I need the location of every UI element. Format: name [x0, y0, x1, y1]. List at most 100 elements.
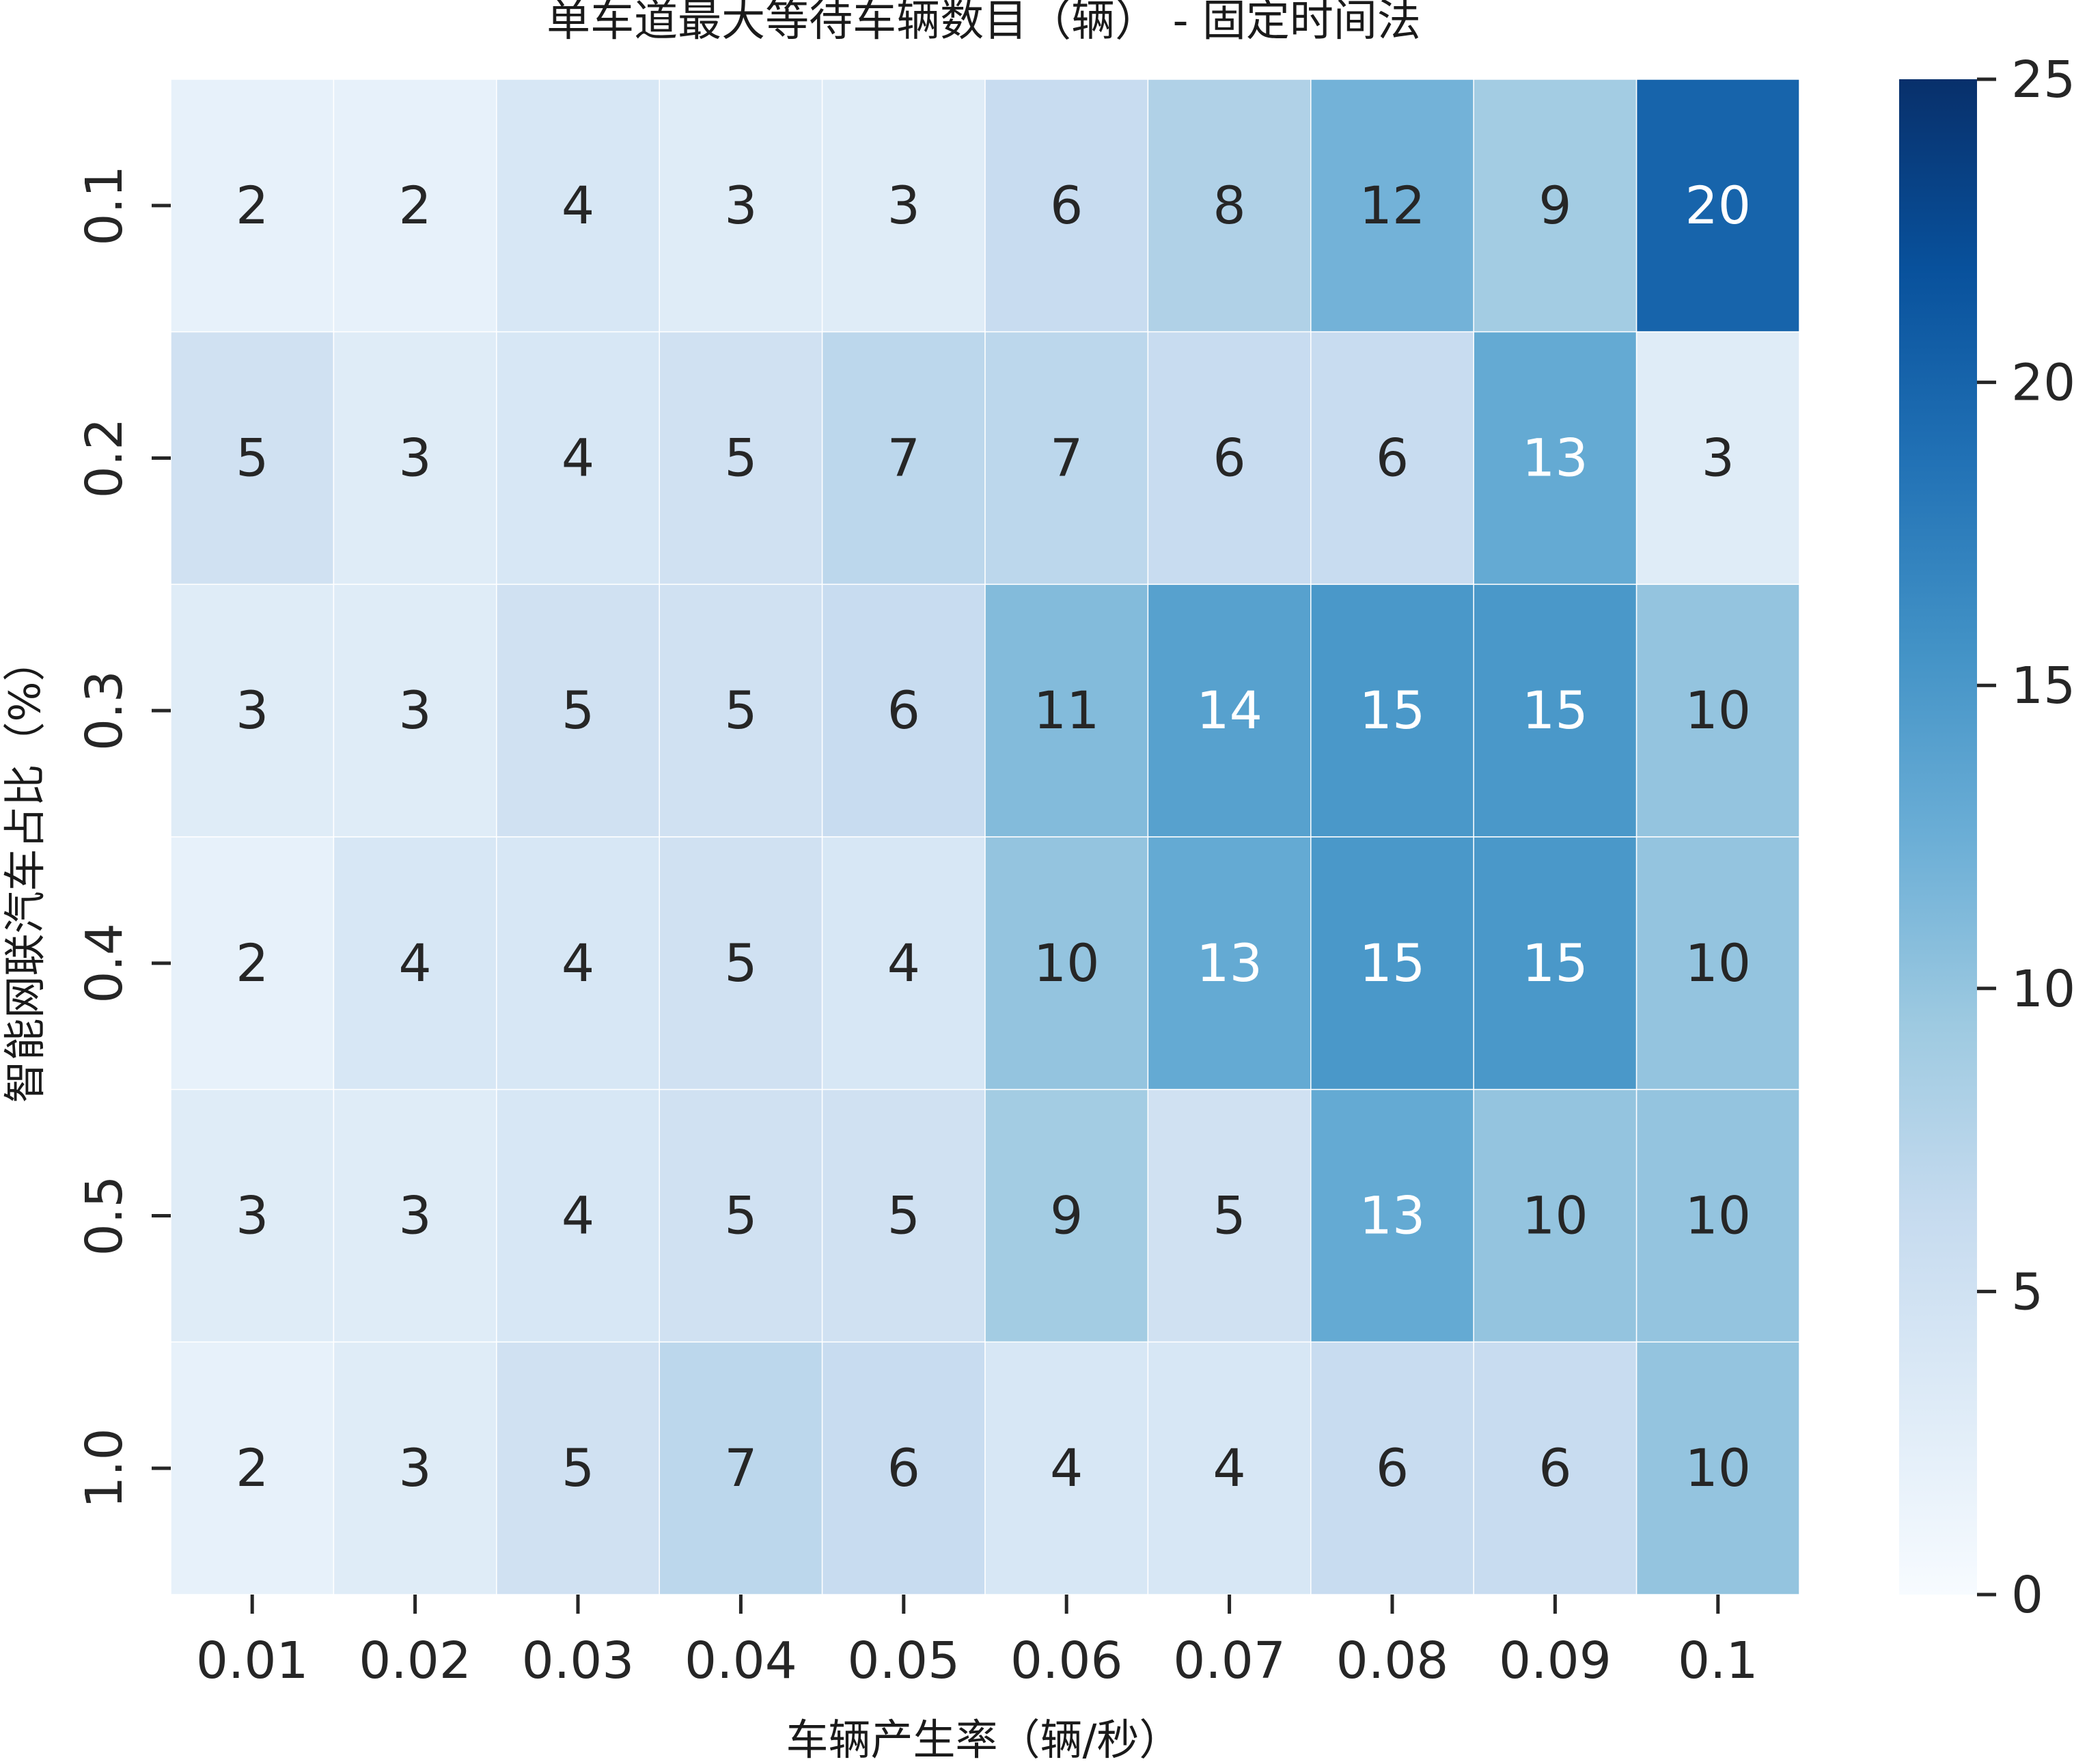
- heatmap-cell: [333, 79, 497, 333]
- heatmap-cell: [1310, 331, 1474, 585]
- colorbar-tick-label: 15: [2011, 657, 2075, 715]
- heatmap-cell: [496, 79, 660, 333]
- cell-value-label: 4: [562, 1185, 594, 1246]
- cell-value-label: 6: [887, 1437, 920, 1498]
- x-axis-label: 车辆产生率（辆/秒）: [786, 1715, 1182, 1764]
- heatmap-cell: [984, 1341, 1149, 1595]
- cell-value-label: 7: [887, 428, 920, 488]
- cell-value-label: 7: [724, 1437, 757, 1498]
- cell-value-label: 4: [562, 428, 594, 488]
- cell-value-label: 5: [1213, 1185, 1245, 1246]
- cell-value-label: 5: [724, 680, 757, 741]
- heatmap-cell: [1147, 1088, 1312, 1343]
- cell-value-label: 2: [236, 175, 268, 236]
- cell-value-label: 10: [1685, 1437, 1751, 1498]
- cell-value-label: 8: [1213, 175, 1245, 236]
- heatmap-cell: [1473, 583, 1637, 838]
- heatmap-cell: [1147, 331, 1312, 585]
- cell-value-label: 14: [1196, 680, 1262, 741]
- heatmap-cell: [1147, 1341, 1312, 1595]
- cell-value-label: 6: [1376, 1437, 1409, 1498]
- heatmap-cell: [821, 1088, 986, 1343]
- cell-value-label: 6: [1050, 175, 1083, 236]
- x-tick-label: 0.04: [685, 1631, 797, 1690]
- heatmap-cell: [659, 1088, 823, 1343]
- cell-value-label: 3: [724, 175, 757, 236]
- y-tick-label: 1.0: [75, 1428, 134, 1508]
- cell-value-label: 5: [724, 428, 757, 488]
- cell-value-label: 9: [1050, 1185, 1083, 1246]
- heatmap-cell: [1473, 1088, 1637, 1343]
- cell-value-label: 6: [887, 680, 920, 741]
- heatmap-cell: [1147, 583, 1312, 838]
- cell-value-label: 4: [1213, 1437, 1245, 1498]
- cell-value-label: 10: [1685, 1185, 1751, 1246]
- x-tick-label: 0.08: [1336, 1631, 1449, 1690]
- colorbar-tick-label: 5: [2011, 1263, 2043, 1321]
- heatmap-cell: [1635, 331, 1800, 585]
- heatmap-cell: [170, 583, 335, 838]
- cell-value-label: 15: [1522, 680, 1588, 741]
- heatmap-cell: [821, 331, 986, 585]
- y-tick-label: 0.3: [75, 670, 134, 751]
- cell-value-label: 10: [1034, 933, 1100, 993]
- cell-value-label: 3: [236, 680, 268, 741]
- heatmap-cell: [496, 1341, 660, 1595]
- colorbar: [1899, 79, 1977, 1595]
- cell-value-label: 20: [1685, 175, 1751, 236]
- heatmap-cell: [659, 79, 823, 333]
- cell-value-label: 10: [1685, 680, 1751, 741]
- x-tick-label: 0.07: [1173, 1631, 1286, 1690]
- x-tick-label: 0.05: [847, 1631, 960, 1690]
- heatmap-cell: [984, 836, 1149, 1090]
- heatmap-cell: [984, 1088, 1149, 1343]
- cell-value-label: 3: [398, 680, 431, 741]
- cell-value-label: 5: [724, 933, 757, 993]
- y-tick-label: 0.2: [75, 418, 134, 499]
- heatmap-cell: [1310, 79, 1474, 333]
- cell-value-label: 3: [398, 428, 431, 488]
- cell-value-label: 3: [1702, 428, 1734, 488]
- cell-value-label: 10: [1685, 933, 1751, 993]
- cell-value-label: 2: [236, 1437, 268, 1498]
- heatmap-cell: [821, 583, 986, 838]
- heatmap-cell: [1635, 1088, 1800, 1343]
- cell-value-label: 2: [236, 933, 268, 993]
- cell-value-label: 3: [236, 1185, 268, 1246]
- heatmap-cell: [1147, 836, 1312, 1090]
- heatmap-cell: [1635, 836, 1800, 1090]
- chart-title: 单车道最大等待车辆数目（辆） - 固定时间法: [547, 0, 1421, 46]
- heatmap-cell: [1635, 79, 1800, 333]
- cell-value-label: 3: [887, 175, 920, 236]
- cell-value-label: 3: [398, 1437, 431, 1498]
- y-tick-label: 0.1: [75, 165, 134, 246]
- heatmap-cell: [333, 331, 497, 585]
- heatmap-cell: [1147, 79, 1312, 333]
- cell-value-label: 13: [1196, 933, 1262, 993]
- cell-value-label: 15: [1359, 933, 1426, 993]
- y-tick-label: 0.5: [75, 1176, 134, 1256]
- cell-value-label: 5: [562, 680, 594, 741]
- cell-value-label: 5: [724, 1185, 757, 1246]
- heatmap-cell: [333, 1088, 497, 1343]
- x-tick-label: 0.09: [1499, 1631, 1612, 1690]
- cell-value-label: 6: [1538, 1437, 1571, 1498]
- colorbar-ticks: 0 5 10 15 20 25: [1977, 51, 2075, 1625]
- cell-value-label: 6: [1213, 428, 1245, 488]
- x-axis-ticks: 0.01 0.02 0.03 0.04 0.05 0.06 0.07 0.08 0.09 0.1: [196, 1595, 1758, 1690]
- cell-value-label: 5: [887, 1185, 920, 1246]
- cell-value-label: 4: [398, 933, 431, 993]
- cell-value-label: 4: [562, 175, 594, 236]
- heatmap-cell: [170, 79, 335, 333]
- heatmap-cell: [170, 1341, 335, 1595]
- heatmap-cell: [496, 331, 660, 585]
- heatmap-cell: [1310, 836, 1474, 1090]
- cell-value-label: 2: [398, 175, 431, 236]
- cell-value-label: 3: [398, 1185, 431, 1246]
- heatmap-cell-labels: 2 2 4 3 3 6 8 12 9 20 5 3 4 5 7 7 6 6 13 3 3 3 5 5 6 11 14 15 15 10 2 4…: [236, 175, 1751, 1498]
- x-tick-label: 0.03: [522, 1631, 635, 1690]
- heatmap-cell: [659, 1341, 823, 1595]
- cell-value-label: 13: [1522, 428, 1588, 488]
- heatmap-cell: [1473, 836, 1637, 1090]
